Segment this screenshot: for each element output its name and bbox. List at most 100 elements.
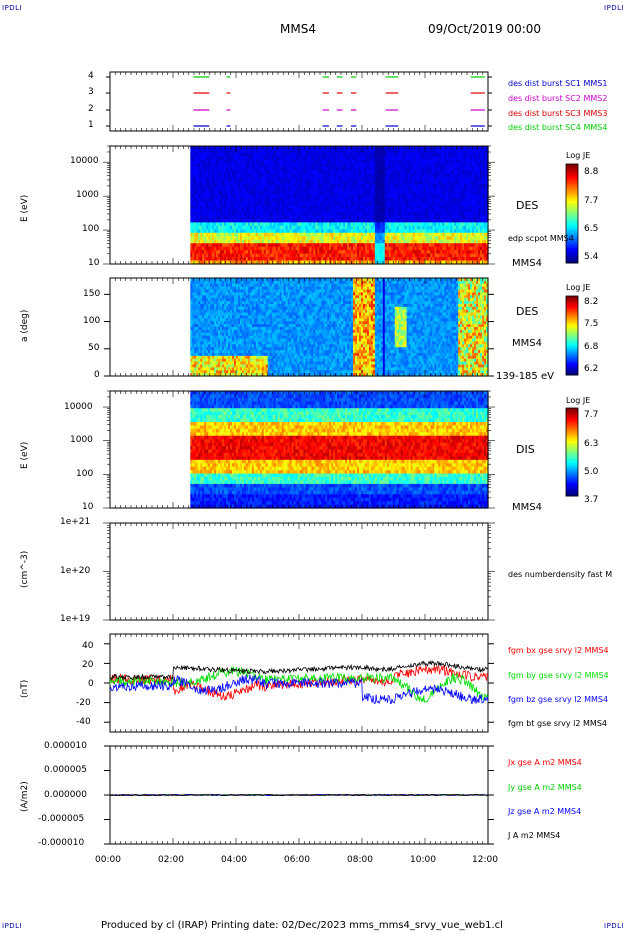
heatmap-cell	[307, 215, 310, 220]
heatmap-cell	[202, 250, 205, 255]
heatmap-cell	[243, 215, 247, 220]
heatmap-cell	[218, 198, 221, 203]
heatmap-cell	[317, 232, 320, 237]
heatmap-cell	[198, 232, 201, 237]
heatmap-cell	[323, 236, 326, 241]
heatmap-cell	[249, 232, 253, 237]
heatmap-cell	[285, 229, 289, 234]
heatmap-cell	[253, 211, 257, 217]
heatmap-cell	[287, 159, 291, 164]
heatmap-cell	[204, 218, 207, 223]
heatmap-cell	[231, 225, 235, 230]
heatmap-cell	[220, 205, 223, 210]
heatmap-cell	[325, 232, 328, 237]
heatmap-cell	[257, 218, 261, 223]
heatmap-cell	[283, 222, 287, 227]
heatmap-cell	[339, 194, 342, 199]
heatmap-cell	[299, 222, 303, 227]
heatmap-cell	[343, 201, 346, 206]
heatmap-cell	[265, 208, 269, 213]
heatmap-cell	[305, 215, 309, 220]
heatmap-cell	[297, 156, 301, 161]
heatmap-cell	[267, 180, 271, 185]
heatmap-cell	[307, 201, 310, 206]
heatmap-cell	[307, 191, 310, 196]
heatmap-cell	[283, 246, 287, 251]
heatmap-cell	[190, 191, 193, 196]
heatmap-cell	[200, 149, 203, 154]
heatmap-cell	[319, 166, 322, 171]
heatmap-cell	[269, 180, 273, 185]
heatmap-cell	[210, 191, 213, 196]
heatmap-cell	[202, 218, 205, 223]
heatmap-cell	[331, 194, 334, 199]
heatmap-cell	[323, 177, 326, 182]
heatmap-cell	[273, 152, 277, 158]
heatmap-cell	[190, 156, 193, 161]
heatmap-cell	[349, 250, 352, 255]
heatmap-cell	[196, 250, 199, 255]
heatmap-cell	[224, 187, 227, 192]
heatmap-cell	[297, 236, 301, 241]
heatmap-cell	[355, 260, 358, 265]
heatmap-cell	[208, 253, 211, 258]
heatmap-cell	[337, 194, 340, 199]
heatmap-cell	[357, 173, 360, 178]
heatmap-cell	[200, 198, 203, 203]
heatmap-cell	[251, 211, 255, 217]
heatmap-cell	[210, 156, 213, 161]
heatmap-cell	[317, 257, 320, 262]
heatmap-cell	[327, 198, 330, 203]
heatmap-cell	[313, 166, 316, 171]
heatmap-cell	[261, 180, 265, 185]
heatmap-cell	[263, 180, 267, 185]
heatmap-cell	[285, 215, 289, 220]
heatmap-cell	[315, 243, 318, 248]
heatmap-cell	[216, 170, 219, 175]
heatmap-cell	[299, 236, 303, 241]
heatmap-cell	[287, 191, 291, 196]
heatmap-cell	[190, 211, 193, 217]
heatmap-cell	[269, 229, 273, 234]
heatmap-cell	[210, 246, 213, 251]
heatmap-cell	[218, 253, 221, 258]
heatmap-cell	[349, 246, 352, 251]
heatmap-cell	[190, 253, 193, 258]
heatmap-cell	[192, 218, 195, 223]
heatmap-cell	[212, 236, 215, 241]
heatmap-cell	[235, 146, 239, 151]
heatmap-cell	[224, 173, 227, 178]
heatmap-cell	[233, 146, 237, 151]
heatmap-cell	[253, 225, 257, 230]
heatmap-cell	[216, 232, 219, 237]
heatmap-cell	[331, 239, 334, 244]
heatmap-cell	[303, 180, 307, 185]
heatmap-cell	[297, 211, 301, 217]
heatmap-cell	[287, 156, 291, 161]
heatmap-cell	[204, 229, 207, 234]
heatmap-cell	[355, 232, 358, 237]
heatmap-cell	[293, 166, 297, 171]
heatmap-cell	[241, 260, 245, 265]
heatmap-cell	[347, 260, 350, 265]
heatmap-cell	[337, 253, 340, 258]
heatmap-cell	[297, 239, 301, 244]
heatmap-cell	[257, 146, 261, 151]
heatmap-cell	[341, 243, 344, 248]
heatmap-cell	[301, 239, 305, 244]
heatmap-cell	[243, 229, 247, 234]
heatmap-cell	[237, 146, 241, 151]
heatmap-cell	[309, 236, 312, 241]
heatmap-cell	[281, 191, 285, 196]
heatmap-cell	[311, 253, 314, 258]
heatmap-cell	[311, 246, 314, 251]
heatmap-cell	[235, 149, 239, 154]
heatmap-cell	[222, 194, 225, 199]
heatmap-cell	[351, 205, 354, 210]
heatmap-cell	[341, 229, 344, 234]
heatmap-cell	[345, 205, 348, 210]
heatmap-cell	[269, 201, 273, 206]
heatmap-cell	[325, 166, 328, 171]
heatmap-cell	[345, 250, 348, 255]
heatmap-cell	[287, 257, 291, 262]
